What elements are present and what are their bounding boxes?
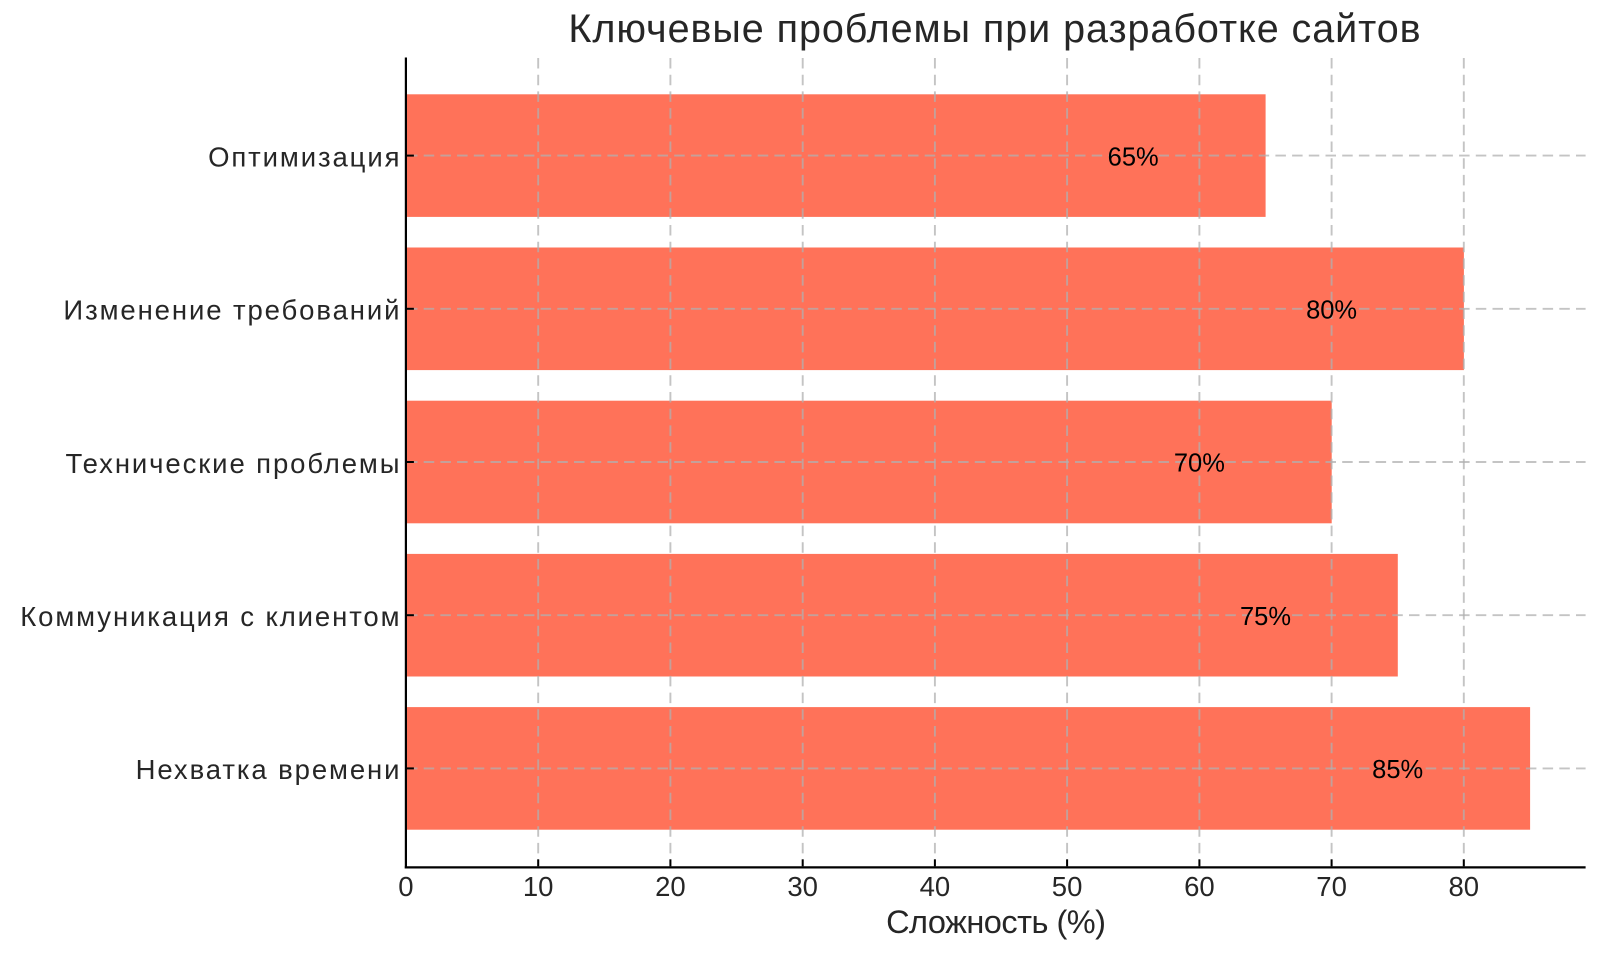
svg-text:Сложность (%): Сложность (%) bbox=[886, 904, 1105, 940]
svg-text:20: 20 bbox=[655, 871, 686, 902]
svg-text:30: 30 bbox=[787, 871, 818, 902]
svg-text:40: 40 bbox=[920, 871, 951, 902]
svg-text:0: 0 bbox=[398, 871, 413, 902]
svg-text:85%: 85% bbox=[1372, 756, 1423, 784]
svg-text:Коммуникация с клиентом: Коммуникация с клиентом bbox=[20, 601, 401, 632]
svg-text:70: 70 bbox=[1316, 871, 1347, 902]
svg-text:Оптимизация: Оптимизация bbox=[208, 141, 401, 172]
svg-text:60: 60 bbox=[1184, 871, 1215, 902]
svg-text:50: 50 bbox=[1052, 871, 1083, 902]
svg-text:65%: 65% bbox=[1108, 143, 1159, 171]
svg-text:80: 80 bbox=[1449, 871, 1480, 902]
svg-text:Ключевые проблемы при разработ: Ключевые проблемы при разработке сайтов bbox=[568, 7, 1421, 51]
svg-text:80%: 80% bbox=[1306, 297, 1357, 325]
svg-text:Технические проблемы: Технические проблемы bbox=[65, 448, 401, 479]
svg-text:75%: 75% bbox=[1240, 603, 1291, 631]
svg-text:70%: 70% bbox=[1174, 450, 1225, 478]
svg-text:10: 10 bbox=[523, 871, 554, 902]
svg-text:Изменение требований: Изменение требований bbox=[63, 295, 401, 326]
svg-text:Нехватка времени: Нехватка времени bbox=[136, 754, 402, 785]
